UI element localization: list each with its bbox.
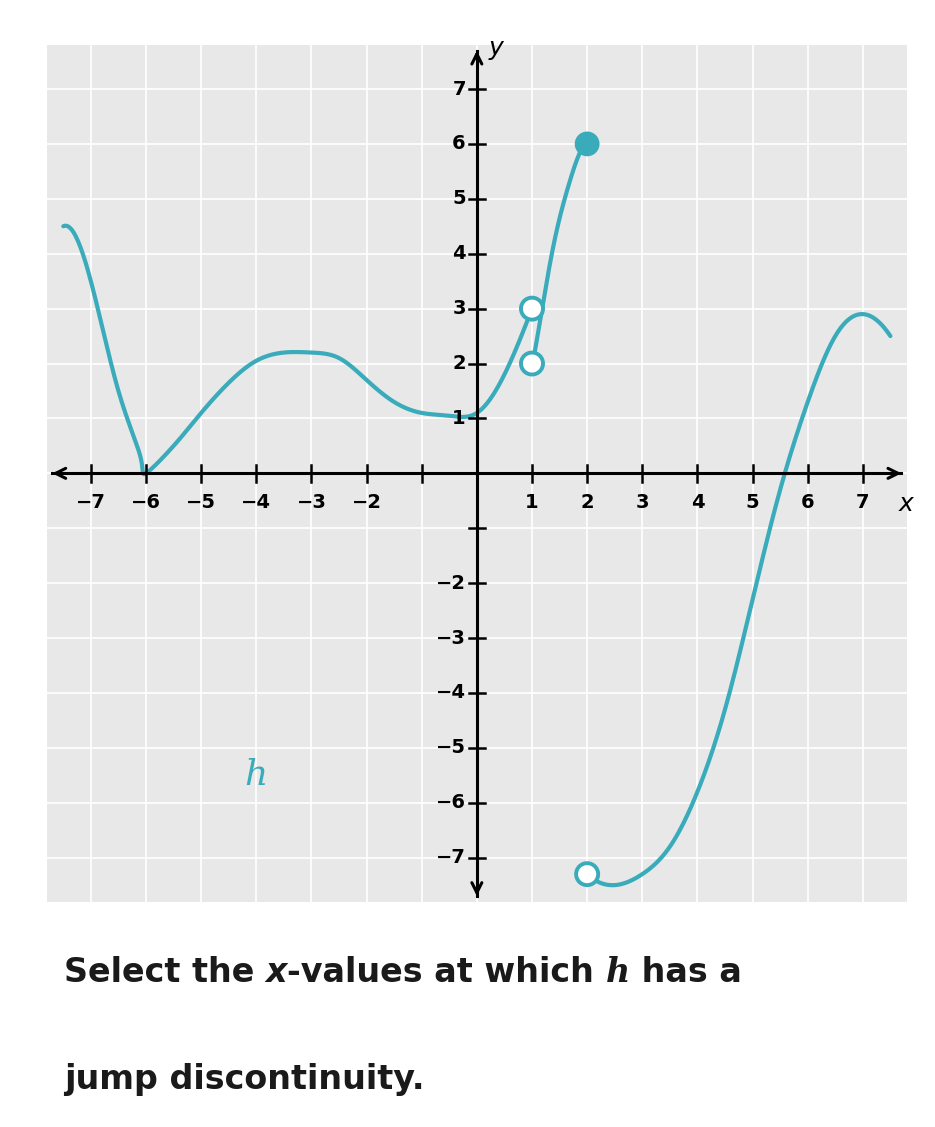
Text: 3: 3 [636,492,649,512]
Text: 6: 6 [801,492,814,512]
Circle shape [521,353,543,374]
Text: jump discontinuity.: jump discontinuity. [64,1064,424,1097]
Text: 6: 6 [453,134,466,153]
Text: y: y [489,36,504,60]
Text: −5: −5 [186,492,216,512]
Text: 4: 4 [691,492,704,512]
Text: −6: −6 [131,492,161,512]
Text: −2: −2 [436,574,466,593]
Text: 3: 3 [453,299,466,318]
Text: 7: 7 [453,80,466,98]
Text: h: h [606,957,630,990]
Text: 7: 7 [856,492,870,512]
Text: 2: 2 [581,492,594,512]
Text: 5: 5 [453,189,466,208]
Text: x: x [266,957,287,990]
Circle shape [576,133,598,154]
Text: −3: −3 [436,629,466,648]
Text: −4: −4 [241,492,271,512]
Text: Select the: Select the [64,957,266,990]
Text: 5: 5 [746,492,759,512]
Text: x: x [899,491,913,515]
Text: h: h [245,758,268,792]
Text: −7: −7 [76,492,106,512]
Text: 1: 1 [453,409,466,428]
Text: −5: −5 [436,738,466,757]
Circle shape [576,863,598,885]
Text: 2: 2 [453,354,466,373]
Text: −6: −6 [436,793,466,813]
Text: 1: 1 [525,492,539,512]
Text: has a: has a [630,957,741,990]
Text: −4: −4 [436,683,466,702]
Text: −2: −2 [352,492,381,512]
Circle shape [521,298,543,320]
Text: 4: 4 [453,245,466,264]
Text: −7: −7 [436,849,466,867]
Text: −3: −3 [296,492,326,512]
Text: -values at which: -values at which [287,957,606,990]
